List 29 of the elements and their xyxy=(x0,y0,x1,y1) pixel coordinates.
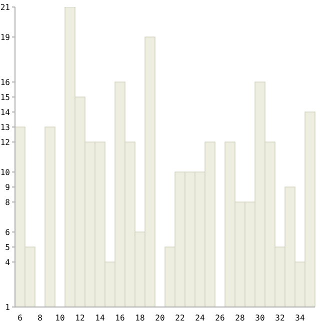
x-tick-label: 18 xyxy=(135,314,145,321)
y-tick-label: 10 xyxy=(0,168,10,177)
x-tick-label: 30 xyxy=(255,314,265,321)
y-tick-label: 5 xyxy=(5,242,10,252)
y-tick-label: 15 xyxy=(0,92,10,102)
x-tick-label: 16 xyxy=(115,314,125,321)
x-tick-label: 6 xyxy=(18,314,23,321)
y-tick-label: 13 xyxy=(0,122,10,132)
y-tick-label: 16 xyxy=(0,78,10,87)
x-tick-label: 24 xyxy=(195,314,205,321)
x-tick-label: 14 xyxy=(95,314,105,321)
y-tick-label: 8 xyxy=(5,198,10,207)
x-tick-label: 12 xyxy=(75,314,85,321)
y-tick-label: 4 xyxy=(5,258,10,267)
y-tick-label: 6 xyxy=(5,228,10,237)
x-tick-label: 34 xyxy=(295,314,305,321)
x-tick-label: 28 xyxy=(235,314,245,321)
y-tick-label: 12 xyxy=(0,138,10,147)
x-tick-label: 26 xyxy=(215,314,225,321)
y-tick-label: 21 xyxy=(0,2,10,12)
y-tick-label: 19 xyxy=(0,32,10,42)
x-tick-label: 32 xyxy=(275,314,285,321)
x-tick-label: 8 xyxy=(38,314,43,321)
y-tick-label: 9 xyxy=(5,182,10,192)
y-tick-label: 1 xyxy=(5,302,10,312)
x-tick-label: 20 xyxy=(155,314,165,321)
x-tick-label: 22 xyxy=(175,314,185,321)
y-tick-label: 14 xyxy=(0,108,10,117)
x-tick-label: 10 xyxy=(55,314,65,321)
